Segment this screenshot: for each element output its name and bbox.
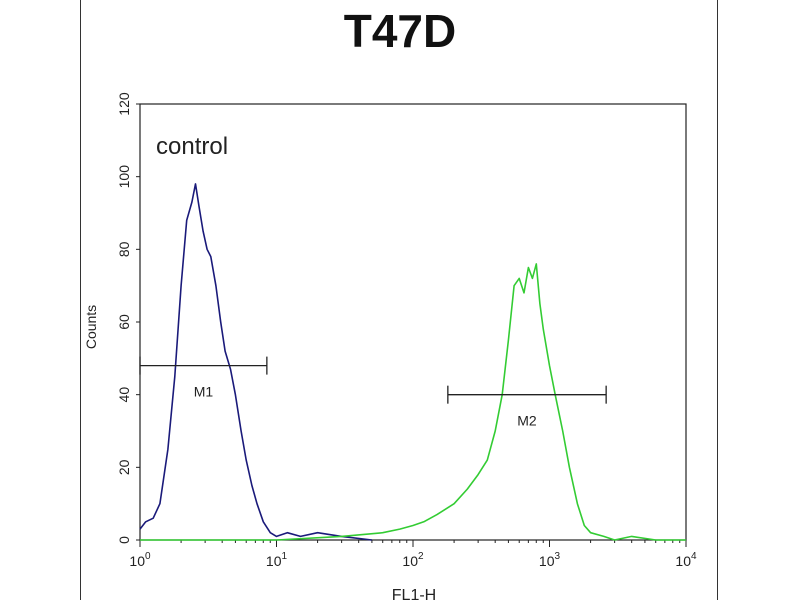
histogram-series-2 [140, 263, 686, 541]
x-tick-label: 103 [539, 551, 561, 569]
y-tick-label: 0 [116, 536, 132, 544]
y-tick-label: 40 [116, 387, 132, 403]
marker-label-m2: M2 [517, 413, 537, 429]
axes: 0 20 40 60 80 100 120 100 101 102 103 104 [116, 92, 697, 569]
x-axis-label: FL1-H [392, 587, 436, 600]
chart-title: T47D [343, 5, 457, 57]
x-tick-label: 101 [266, 551, 288, 569]
control-annotation: control [156, 133, 228, 160]
histogram-series-1 [139, 183, 372, 541]
y-axis-label: Counts [83, 305, 99, 349]
marker-layer: M1 M2 [139, 356, 607, 429]
y-tick-label: 120 [116, 92, 132, 116]
x-tick-label: 104 [675, 551, 697, 569]
y-tick-label: 80 [116, 241, 132, 257]
series-layer [139, 183, 686, 541]
y-tick-label: 100 [116, 165, 132, 189]
x-tick-label: 100 [129, 551, 151, 569]
x-tick-label: 102 [402, 551, 424, 569]
plot-box [139, 103, 687, 541]
plot-frame [80, 0, 718, 600]
y-tick-label: 20 [116, 459, 132, 475]
y-tick-label: 60 [116, 314, 132, 330]
marker-label-m1: M1 [194, 384, 214, 400]
